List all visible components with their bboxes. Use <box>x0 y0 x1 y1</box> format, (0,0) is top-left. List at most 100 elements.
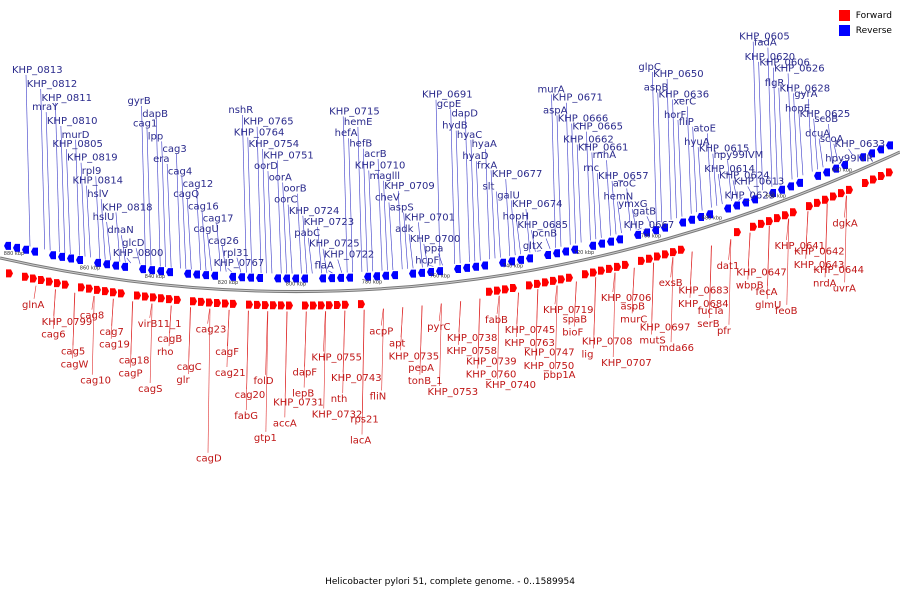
reverse-leader-line <box>606 160 611 236</box>
reverse-gene-label: hyuA <box>684 137 710 148</box>
forward-gene-label: glnA <box>22 300 44 311</box>
forward-leader-line <box>670 257 674 343</box>
forward-leader-line <box>786 218 789 241</box>
forward-gene-arrow <box>166 295 173 304</box>
reverse-gene-label: dcuA <box>805 129 830 140</box>
forward-gene-label: glmU <box>755 300 781 311</box>
forward-gene-label: fliN <box>370 391 387 402</box>
forward-leader-line <box>168 305 172 347</box>
forward-gene-arrow <box>622 260 629 269</box>
forward-leader-line <box>554 285 558 370</box>
reverse-leader-line <box>732 180 738 200</box>
forward-gene-label: KHP_0707 <box>601 358 652 369</box>
forward-gene-label: KHP_0740 <box>485 380 536 391</box>
forward-gene-label: KHP_0708 <box>582 336 633 347</box>
reverse-leader-line <box>66 149 71 255</box>
reverse-leader-line <box>490 170 496 259</box>
reverse-gene-label: KHP_0724 <box>289 206 340 217</box>
reverse-gene-label: hslV <box>87 189 108 200</box>
reverse-gene-label: KHP_0813 <box>12 65 63 76</box>
forward-gene-arrow <box>62 280 69 289</box>
forward-gene-arrow <box>606 264 613 273</box>
reverse-leader-line <box>778 87 784 183</box>
reverse-leader-line <box>692 126 697 213</box>
forward-leader-line <box>380 308 384 326</box>
forward-gene-label: KHP_0697 <box>640 322 691 333</box>
reverse-gene-label: KHP_0636 <box>659 90 710 101</box>
reverse-gene-arrow <box>67 254 74 263</box>
reverse-leader-line <box>377 159 383 271</box>
reverse-gene-label: gyrB <box>128 96 151 107</box>
forward-gene-arrow <box>326 301 333 310</box>
forward-leader-line <box>323 311 327 409</box>
forward-gene-arrow <box>782 211 789 220</box>
forward-gene-arrow <box>862 179 869 188</box>
reverse-gene-arrow <box>31 247 38 256</box>
reverse-leader-line <box>227 267 232 273</box>
reverse-gene-arrow <box>589 241 596 250</box>
forward-gene-label: folD <box>254 376 274 387</box>
reverse-gene-label: KHP_0710 <box>355 160 406 171</box>
forward-gene-arrow <box>334 301 341 310</box>
reverse-gene-label: flgR <box>765 78 785 89</box>
reverse-gene-label: cag12 <box>183 179 214 190</box>
reverse-leader-line <box>262 148 267 274</box>
forward-gene-arrow <box>286 301 293 310</box>
reverse-gene-arrow <box>229 272 236 281</box>
reverse-leader-line <box>586 131 591 241</box>
forward-gene-arrow <box>198 297 205 306</box>
reverse-gene-label: murA <box>538 85 565 96</box>
reverse-gene-label: gltX <box>523 241 543 252</box>
forward-leader-line <box>323 311 326 352</box>
forward-gene-label: pfr <box>717 326 732 337</box>
reverse-leader-line <box>727 160 732 202</box>
forward-gene-label: accA <box>273 418 297 429</box>
axis-tick-label: 680 kbp <box>702 215 722 221</box>
forward-leader-line <box>573 281 577 327</box>
reverse-leader-line <box>793 93 798 178</box>
legend-forward-label: Forward <box>855 10 892 21</box>
forward-gene-arrow <box>806 202 813 211</box>
reverse-gene-arrow <box>859 153 866 162</box>
reverse-leader-line <box>403 212 408 269</box>
reverse-leader-line <box>100 199 106 260</box>
forward-gene-label: KHP_0647 <box>736 267 787 278</box>
forward-leader-line <box>381 308 384 391</box>
reverse-gene-label: KHP_0633 <box>835 139 886 150</box>
forward-gene-label: serB <box>697 319 719 330</box>
axis-tick-label: 700 kbp <box>641 233 661 239</box>
forward-gene-label: KHP_0755 <box>311 352 362 363</box>
reverse-gene-label: KHP_0657 <box>598 171 649 182</box>
reverse-gene-arrow <box>634 230 641 239</box>
reverse-leader-line <box>505 179 511 257</box>
reverse-gene-label: KHP_0620 <box>745 52 796 63</box>
forward-leader-line <box>361 309 365 435</box>
forward-gene-arrow <box>774 214 781 223</box>
forward-gene-arrow <box>790 208 797 217</box>
forward-leader-line <box>130 301 133 368</box>
reverse-leader-line <box>126 257 132 264</box>
reverse-leader-line <box>423 243 429 267</box>
reverse-gene-label: cag16 <box>188 201 219 212</box>
forward-gene-label: KHP_0799 <box>42 317 93 328</box>
reverse-gene-arrow <box>454 265 461 274</box>
reverse-leader-line <box>818 138 824 168</box>
forward-leader-line <box>747 232 751 280</box>
reverse-gene-arrow <box>868 149 875 158</box>
reverse-gene-arrow <box>427 268 434 277</box>
reverse-gene-arrow <box>724 204 731 213</box>
reverse-leader-line <box>646 216 652 226</box>
forward-gene-arrow <box>262 301 269 310</box>
forward-gene-label: pyrC <box>427 322 450 333</box>
reverse-gene-label: hemN <box>603 192 633 203</box>
reverse-gene-arrow <box>211 271 218 280</box>
reverse-leader-line <box>418 222 423 268</box>
reverse-leader-line <box>342 116 348 273</box>
reverse-leader-line <box>201 211 207 271</box>
reverse-gene-label: hopE <box>785 103 810 114</box>
reverse-leader-line <box>631 209 637 230</box>
reverse-leader-line <box>196 188 201 271</box>
forward-leader-line <box>728 239 732 325</box>
forward-gene-arrow <box>670 248 677 257</box>
